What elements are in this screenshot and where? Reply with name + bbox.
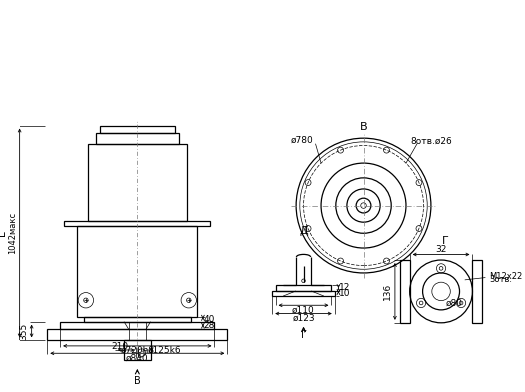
Text: ø80: ø80 (446, 298, 463, 307)
Text: ø125k6: ø125k6 (148, 345, 182, 354)
Bar (77, 226, 197, 317)
Bar (96, 133, 179, 144)
Text: 40: 40 (204, 315, 215, 324)
Text: ø123: ø123 (292, 314, 315, 323)
Text: M12x22: M12x22 (489, 272, 522, 281)
Bar (276, 285, 331, 291)
Bar (401, 260, 410, 323)
Text: 355: 355 (20, 322, 29, 339)
Text: 3отв.: 3отв. (489, 275, 512, 284)
Bar (124, 340, 151, 359)
Text: ø110: ø110 (292, 305, 315, 314)
Text: Г: Г (442, 236, 449, 246)
Bar (472, 260, 481, 323)
Bar (65, 221, 210, 226)
Bar (47, 329, 227, 340)
Text: 210: 210 (112, 342, 129, 351)
Bar (84, 317, 191, 322)
Text: L: L (0, 230, 7, 236)
Text: В: В (360, 122, 367, 132)
Text: ø780: ø780 (290, 136, 313, 145)
Bar (100, 125, 175, 133)
Text: ø720h8: ø720h8 (120, 346, 154, 355)
Text: Д: Д (299, 227, 308, 236)
Bar (60, 322, 215, 329)
Text: 136: 136 (383, 283, 392, 300)
Text: 1042макс: 1042макс (8, 212, 17, 254)
Text: Г: Г (300, 330, 307, 340)
Text: 12: 12 (339, 283, 351, 292)
Text: 28: 28 (204, 321, 215, 330)
Bar (272, 291, 335, 296)
Text: В: В (134, 376, 141, 386)
Text: ø840: ø840 (126, 354, 149, 362)
Bar (88, 144, 186, 221)
Text: 8отв.ø26: 8отв.ø26 (410, 136, 452, 145)
Text: 10: 10 (339, 289, 351, 298)
Text: 32: 32 (435, 245, 447, 254)
